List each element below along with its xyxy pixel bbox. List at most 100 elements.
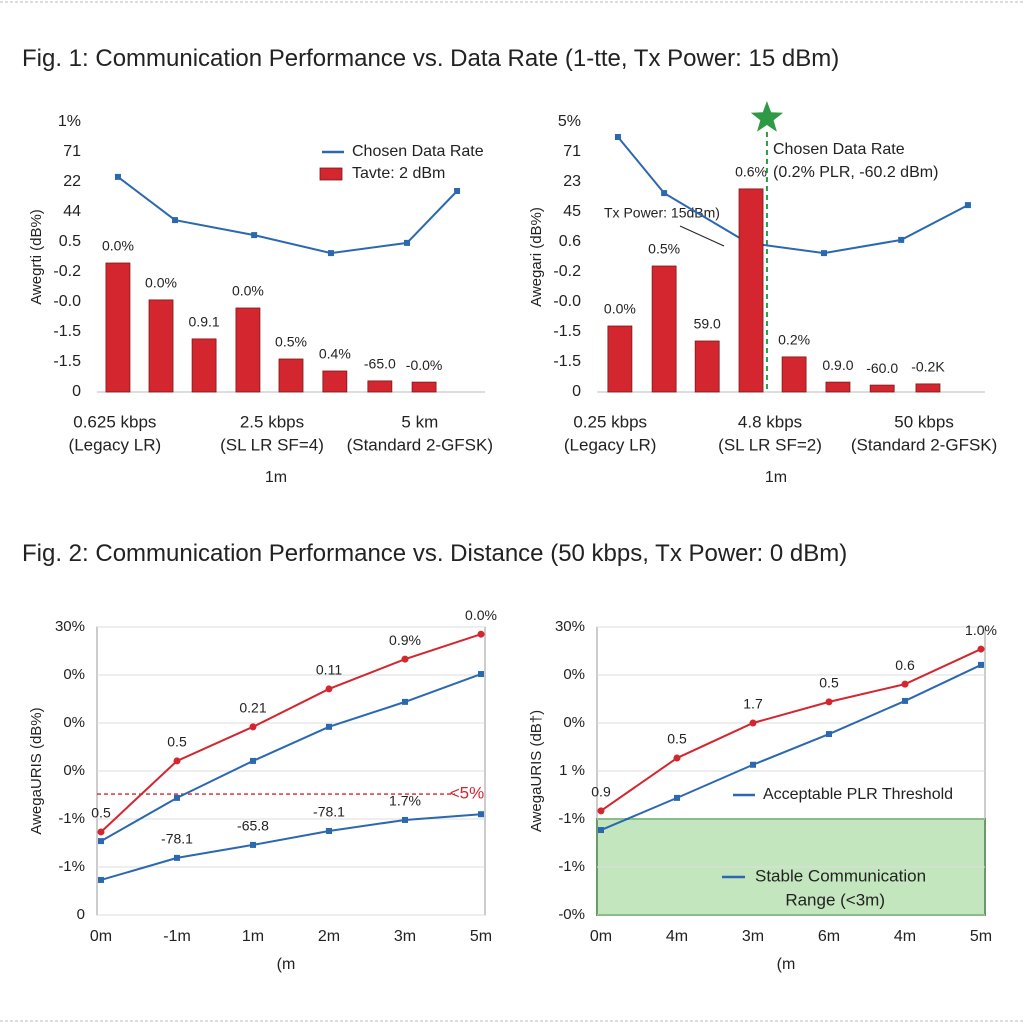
value-label: -78.1 <box>313 804 345 820</box>
point <box>978 661 984 668</box>
y-tick-label: 44 <box>63 203 81 220</box>
point <box>171 217 178 224</box>
bar <box>235 307 261 393</box>
point <box>674 794 680 801</box>
y-tick-label: -1.5 <box>53 353 81 370</box>
point <box>114 173 121 180</box>
point <box>454 188 461 194</box>
bar <box>869 384 895 393</box>
y-tick-label: -0.2 <box>53 263 81 280</box>
y-tick-label: -1.5 <box>53 323 81 340</box>
point <box>250 841 256 848</box>
x-axis-label: 1m <box>765 469 787 486</box>
figure-title: Fig. 1: Communication Performance vs. Da… <box>22 45 839 72</box>
y-tick-label: -0.2 <box>553 263 581 280</box>
x-axis-label: 1m <box>265 469 287 486</box>
y-axis-label: AwegaURIS (dB%) <box>28 707 45 834</box>
value-label: 0.5 <box>91 805 111 821</box>
point <box>977 645 985 653</box>
series-line <box>100 813 482 881</box>
x-tick-label: 6m <box>818 928 840 945</box>
value-label: 0.5% <box>275 334 307 350</box>
value-label: 0.9.1 <box>189 314 220 330</box>
y-tick-label: 30% <box>555 618 585 635</box>
chosen-star <box>750 101 784 132</box>
y-tick-label: -1% <box>558 858 585 875</box>
x-tick-label: (SL LR SF=2) <box>718 435 822 454</box>
bar <box>105 262 131 393</box>
point <box>98 876 104 883</box>
point <box>401 655 409 663</box>
y-tick-label: -1% <box>58 858 85 875</box>
x-tick-label: 5 km <box>401 412 438 431</box>
bar <box>651 265 677 393</box>
point <box>326 828 332 834</box>
value-label: 0.9 <box>591 784 611 800</box>
x-tick-label: -1m <box>163 928 191 945</box>
point <box>478 671 484 678</box>
point <box>477 630 485 638</box>
value-label: 0.5% <box>648 241 680 257</box>
point <box>820 250 827 257</box>
bar <box>825 381 851 393</box>
value-label: 0.6% <box>735 164 767 180</box>
bar <box>781 356 807 393</box>
point <box>826 731 832 738</box>
bar <box>607 325 633 393</box>
point <box>614 134 621 140</box>
point <box>673 754 681 762</box>
x-tick-label: 0m <box>590 928 612 945</box>
y-tick-label: 0% <box>63 666 85 683</box>
x-tick-label: 4m <box>894 928 916 945</box>
point <box>478 811 484 818</box>
value-label: 0.0% <box>102 238 134 254</box>
leader-line <box>679 225 725 247</box>
point <box>901 680 909 688</box>
y-tick-label: -0.0 <box>53 293 81 310</box>
value-label: 0.6 <box>895 657 915 673</box>
value-label: 0.0% <box>465 607 497 623</box>
y-tick-label: 0 <box>77 906 85 923</box>
point <box>97 828 105 836</box>
value-label: -0.0% <box>406 357 443 373</box>
x-tick-label: 1m <box>242 928 264 945</box>
y-tick-label: -0% <box>558 906 585 923</box>
point <box>402 816 408 823</box>
value-label: 0.9% <box>389 632 421 648</box>
point <box>597 807 605 815</box>
point <box>250 757 256 764</box>
point <box>402 698 408 705</box>
y-tick-label: 23 <box>563 173 581 190</box>
point <box>325 685 333 693</box>
y-tick-label: 71 <box>563 143 581 160</box>
annotation: Tx Power: 15dBm) <box>604 205 720 221</box>
point <box>249 723 257 731</box>
value-label: 0.2% <box>778 332 810 348</box>
point <box>749 719 757 727</box>
series-line <box>600 664 982 831</box>
value-label: -0.2K <box>911 359 945 375</box>
point <box>174 794 180 801</box>
point <box>825 698 833 706</box>
x-tick-label: 0.25 kbps <box>573 412 647 431</box>
y-tick-label: -1.5 <box>553 353 581 370</box>
value-label: -60.0 <box>866 360 898 376</box>
bar <box>367 380 393 393</box>
x-tick-label: 3m <box>394 928 416 945</box>
x-tick-label: 4m <box>666 928 688 945</box>
y-tick-label: 5% <box>558 113 581 130</box>
point <box>251 232 258 239</box>
value-label: 59.0 <box>694 316 721 332</box>
bar <box>694 340 720 393</box>
x-tick-label: 50 kbps <box>894 412 954 431</box>
y-tick-label: -1% <box>558 810 585 827</box>
point <box>326 723 332 730</box>
x-tick-label: 4.8 kbps <box>738 412 802 431</box>
point <box>750 761 756 768</box>
x-tick-label: (Standard 2-GFSK) <box>851 435 997 454</box>
bar <box>915 383 941 393</box>
bar <box>738 188 764 393</box>
x-tick-label: (Standard 2-GFSK) <box>347 435 493 454</box>
x-tick-label: 5m <box>970 928 992 945</box>
value-label: -65.8 <box>237 818 269 834</box>
